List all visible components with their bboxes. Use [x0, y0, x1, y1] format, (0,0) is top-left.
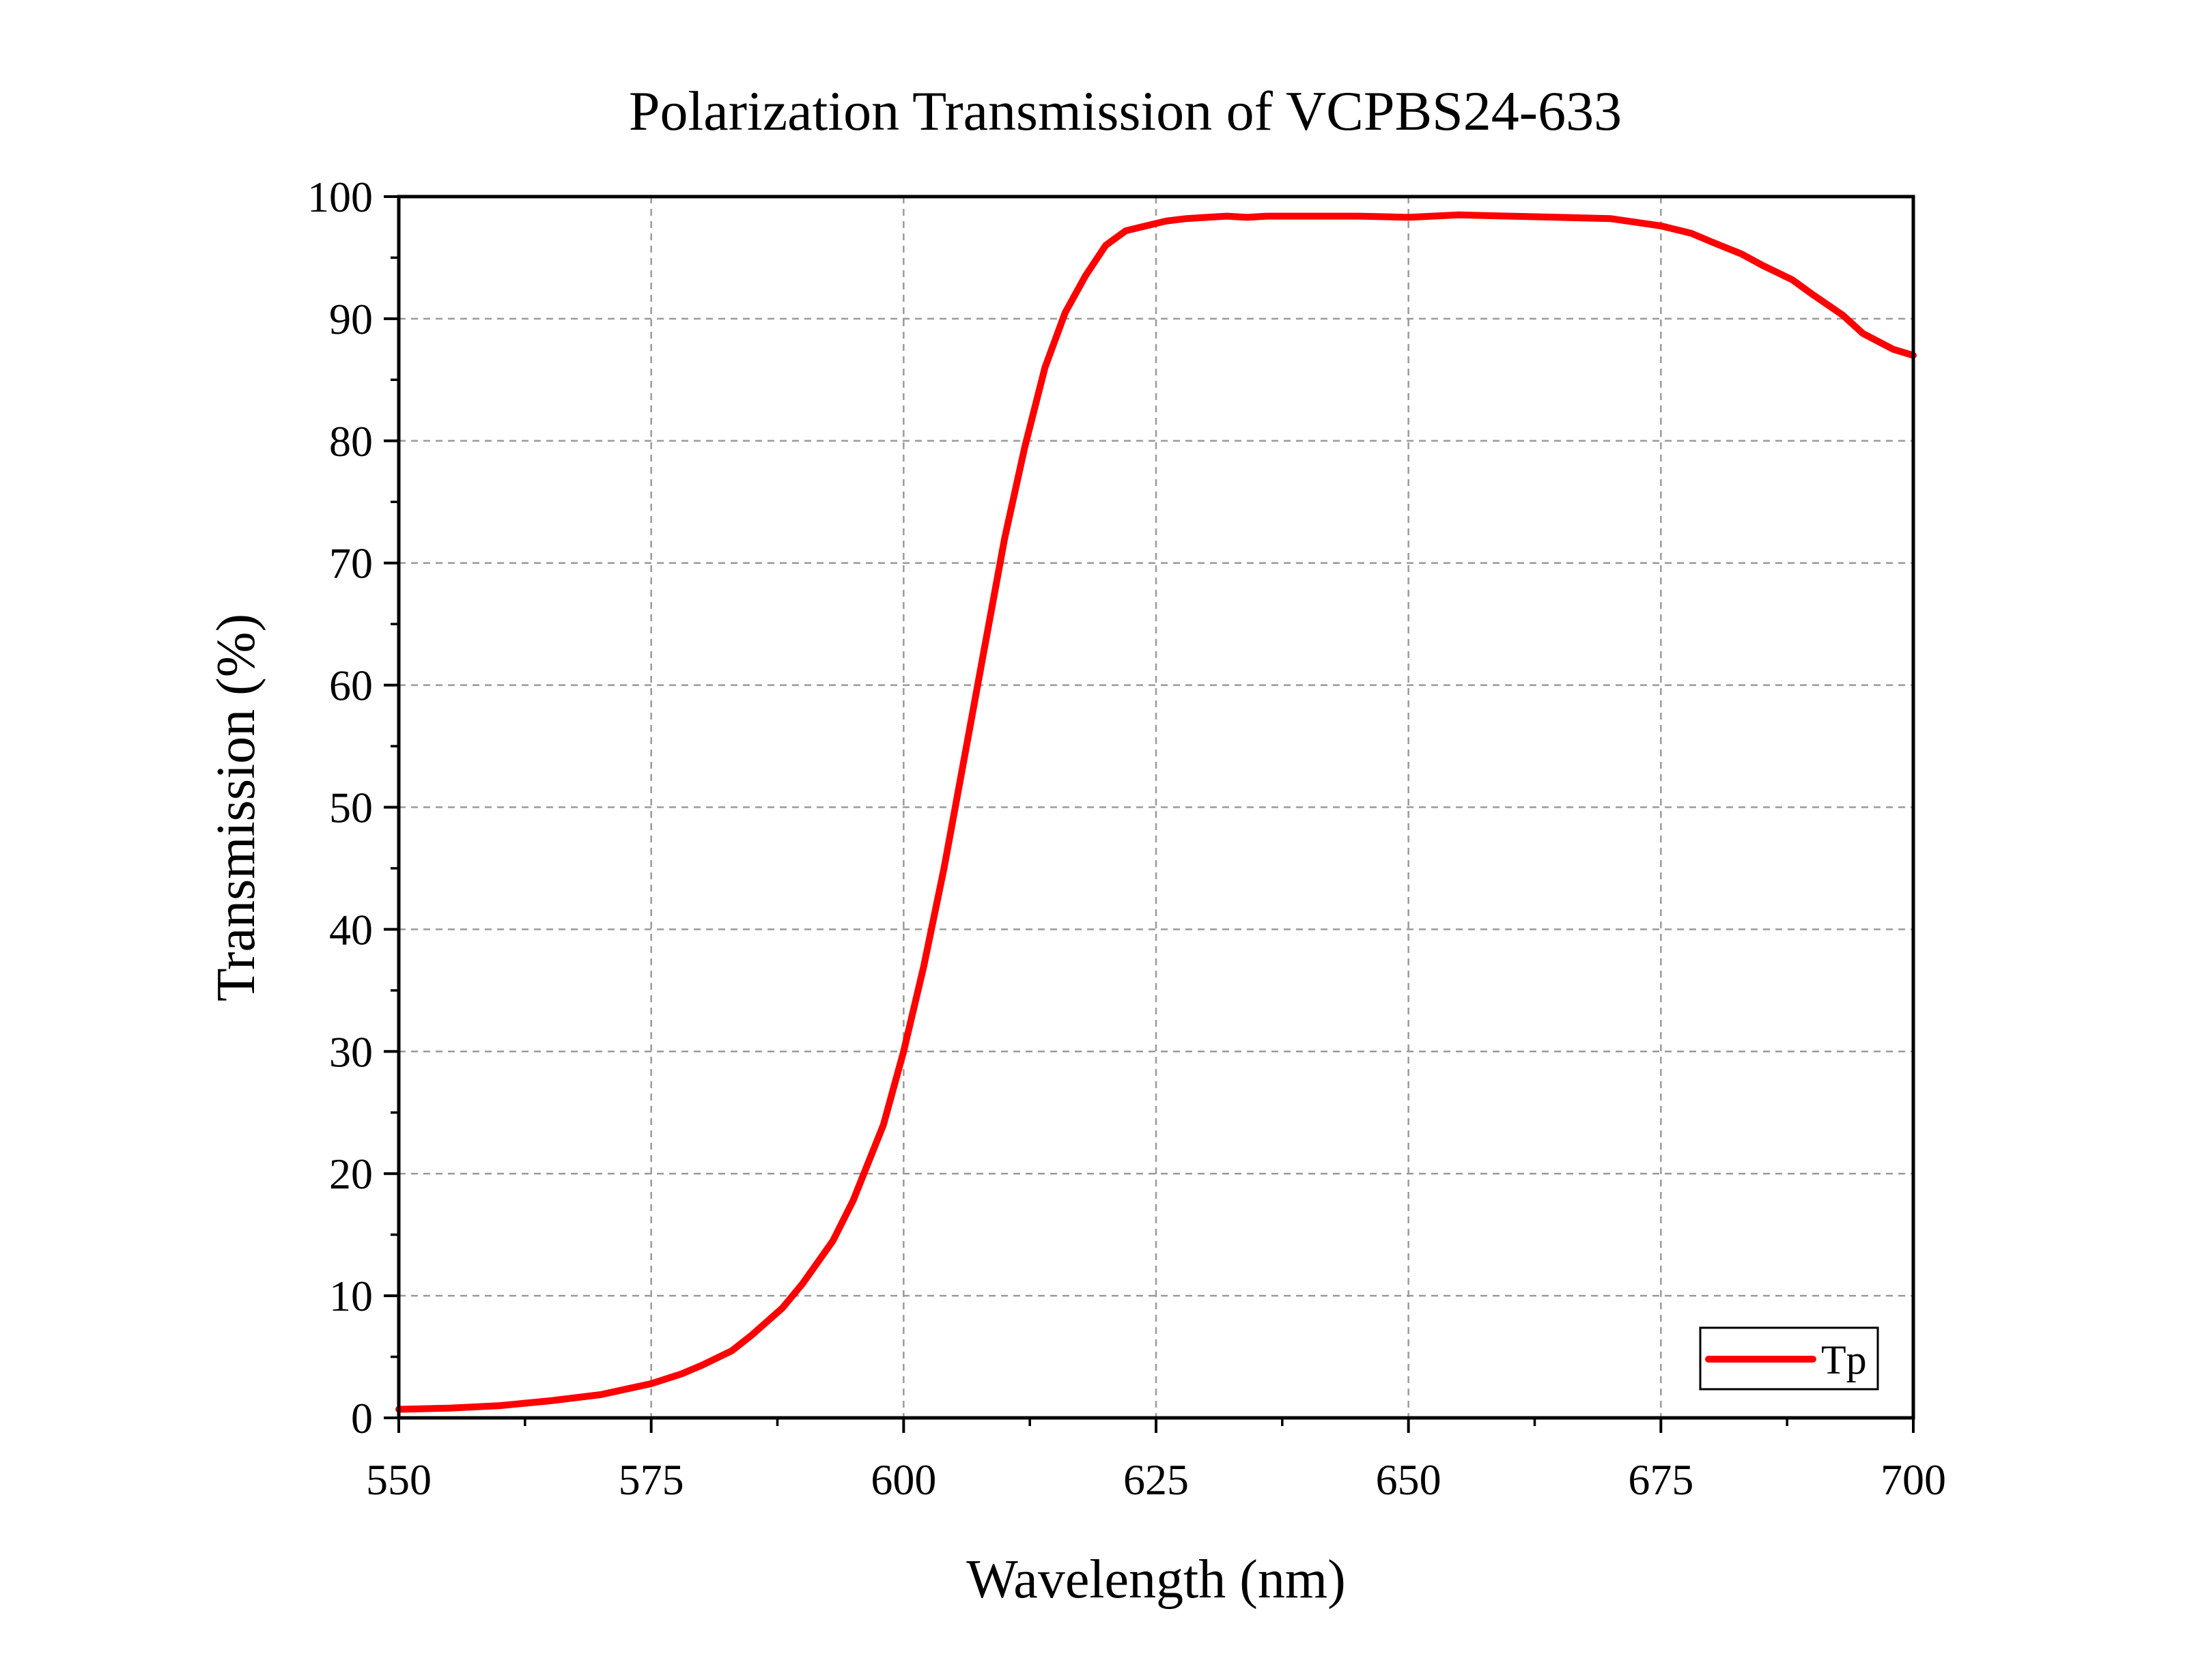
y-tick-label: 90	[329, 295, 373, 343]
series-line-tp	[395, 211, 1917, 1413]
plot-frame	[397, 195, 1915, 1420]
legend-label-tp: Tp	[1821, 1337, 1867, 1382]
x-tick-label: 575	[619, 1455, 684, 1504]
y-tick-label: 40	[329, 905, 373, 954]
y-tick-label: 80	[329, 417, 373, 466]
y-tick-label: 100	[307, 173, 373, 221]
y-axis-title: Transmission (%)	[206, 614, 266, 1001]
x-tick-label: 700	[1881, 1455, 1946, 1504]
y-tick-label: 50	[329, 784, 373, 832]
x-tick-label: 550	[366, 1455, 432, 1504]
x-tick-label: 600	[871, 1455, 936, 1504]
tick-labels: 550 575 600 625 650 675 700 0 10 20 30 40 50 60 70 80 90…	[307, 173, 1946, 1504]
series-layer	[395, 211, 1917, 1413]
y-tick-label: 30	[329, 1027, 373, 1076]
grid	[399, 197, 1913, 1418]
x-axis-title: Wavelength (nm)	[966, 1550, 1346, 1610]
x-tick-label: 675	[1628, 1455, 1693, 1504]
y-tick-label: 70	[329, 539, 373, 588]
y-tick-label: 0	[351, 1394, 373, 1442]
y-tick-label: 10	[329, 1272, 373, 1320]
axis-ticks	[384, 195, 1915, 1433]
chart-title: Polarization Transmission of VCPBS24-633	[629, 80, 1622, 142]
x-tick-label: 625	[1123, 1455, 1189, 1504]
y-tick-label: 60	[329, 661, 373, 710]
y-tick-label: 20	[329, 1150, 373, 1198]
x-tick-label: 650	[1376, 1455, 1441, 1504]
legend: Tp	[1699, 1326, 1879, 1391]
